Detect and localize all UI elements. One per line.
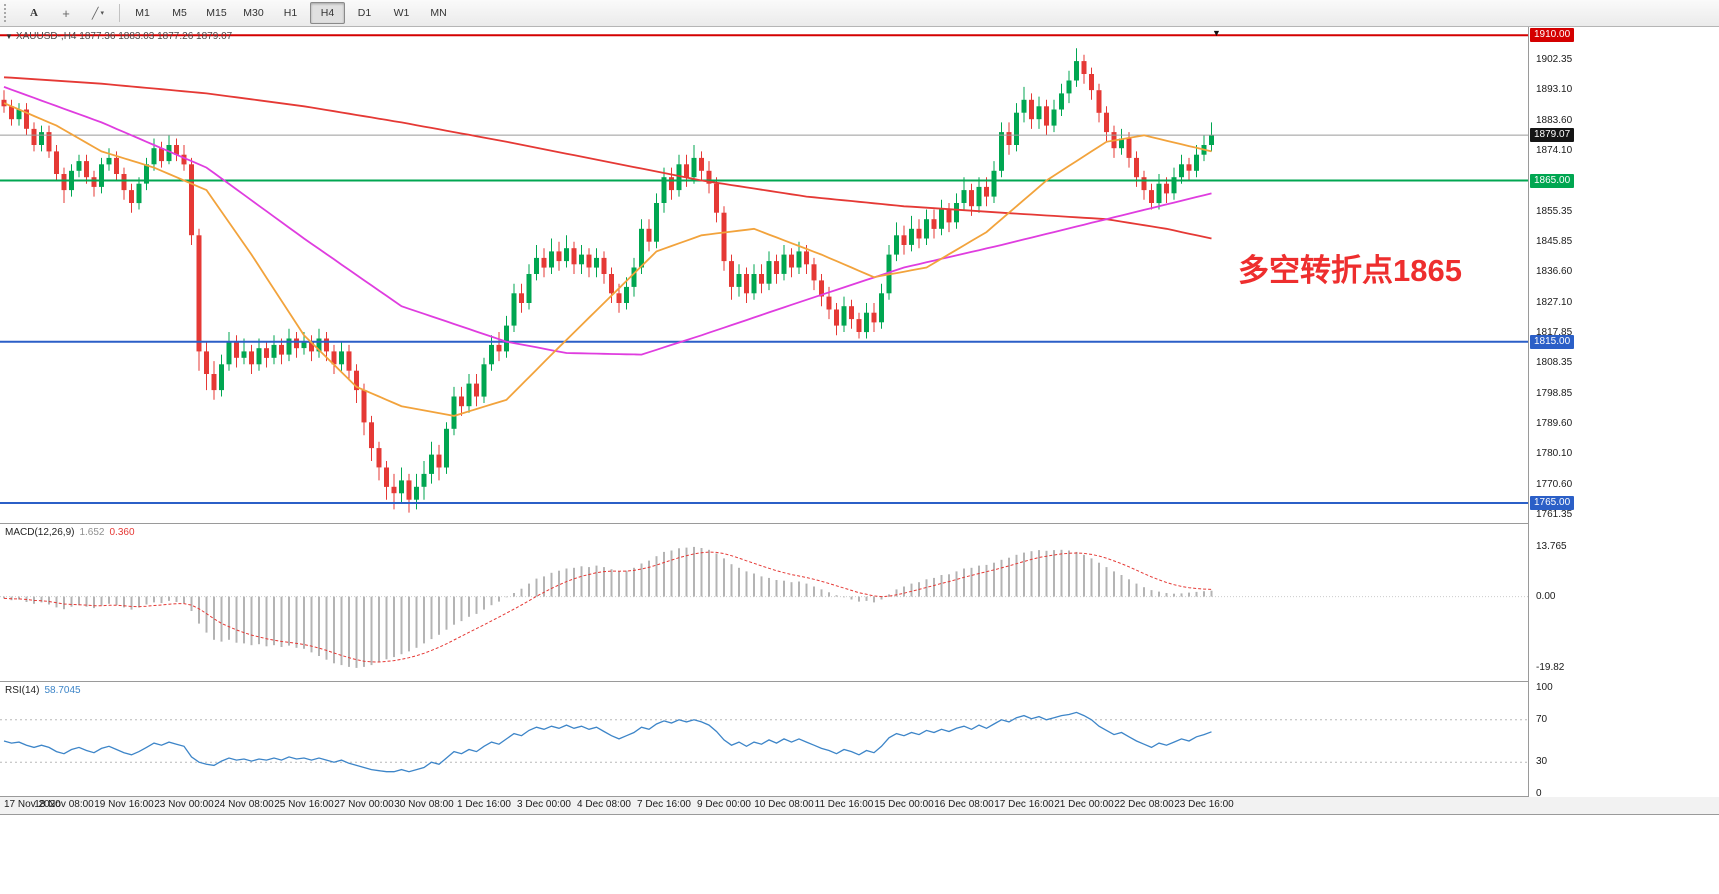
- panel-separator[interactable]: [0, 523, 1719, 524]
- rsi-axis-tick: 30: [1536, 756, 1548, 768]
- timeframe-mn[interactable]: MN: [430, 7, 447, 19]
- price-badge: 1910.00: [1530, 28, 1575, 43]
- rsi-line: [3, 711, 1212, 773]
- collapse-triangle-icon[interactable]: ▼: [5, 32, 13, 41]
- macd-header: MACD(12,26,9) 1.652 0.360: [5, 527, 135, 538]
- time-label: 23 Dec 16:00: [1174, 799, 1234, 810]
- time-label: 11 Dec 16:00: [814, 799, 874, 810]
- price-tick: 1789.60: [1536, 417, 1573, 429]
- time-label: 1 Dec 16:00: [457, 799, 511, 810]
- macd-axis-tick: 0.00: [1536, 590, 1556, 602]
- ma-slow: [3, 76, 1212, 240]
- time-label: 15 Dec 00:00: [874, 799, 934, 810]
- price-badge: 1879.07: [1530, 128, 1575, 143]
- chart-shift-marker-icon[interactable]: ▼: [1212, 28, 1221, 38]
- time-label: 10 Dec 08:00: [754, 799, 814, 810]
- price-tick: 1836.60: [1536, 266, 1573, 277]
- time-label: 22 Dec 08:00: [1114, 799, 1174, 810]
- panel-separator: [0, 814, 1719, 815]
- timeframe-m1[interactable]: M1: [135, 7, 150, 19]
- toolbar: A + ╱ ▾ M1 M5 M15 M30 H1 H4 D1 W1 MN: [0, 0, 1719, 27]
- timeframe-m30[interactable]: M30: [243, 7, 264, 19]
- time-label: 17 Dec 16:00: [994, 799, 1054, 810]
- macd-signal-value: 0.360: [109, 527, 135, 538]
- panel-separator[interactable]: [0, 681, 1719, 682]
- time-label: 7 Dec 16:00: [637, 799, 691, 810]
- chart-annotation-text[interactable]: 多空转折点1865: [1238, 253, 1462, 288]
- price-axis[interactable]: 1902.35 1893.10 1883.60 1874.10 1855.35 1845.…: [1528, 27, 1719, 799]
- price-tick: 1883.60: [1536, 114, 1573, 126]
- price-tick: 1761.35: [1536, 508, 1573, 520]
- panel-separator: [0, 796, 1719, 797]
- timeframe-h1[interactable]: H1: [283, 7, 298, 19]
- time-label: 17 Nov 2020: [4, 799, 61, 810]
- rsi-axis-tick: 100: [1536, 682, 1553, 693]
- macd-chart[interactable]: [0, 524, 1528, 682]
- time-label: 24 Nov 08:00: [214, 799, 274, 810]
- time-label: 3 Dec 00:00: [517, 799, 571, 810]
- price-tick: 1845.85: [1536, 236, 1573, 248]
- rsi-header: RSI(14) 58.7045: [5, 685, 81, 696]
- main-chart[interactable]: [0, 27, 1528, 524]
- time-label: 21 Dec 00:00: [1054, 799, 1114, 810]
- rsi-value: 58.7045: [44, 685, 81, 696]
- price-badge: 1765.00: [1530, 496, 1575, 510]
- trendline-icon: ╱: [91, 7, 99, 20]
- toolbar-separator: [119, 4, 120, 22]
- chart-title: ▼ XAUUSD-,H4 1877.36 1883.03 1877.26 1879…: [5, 31, 233, 42]
- macd-axis-tick: -19.82: [1536, 662, 1565, 673]
- price-tick: 1827.10: [1536, 296, 1573, 308]
- timeframe-w1[interactable]: W1: [393, 7, 410, 19]
- objects-dropdown-button[interactable]: ╱ ▾: [82, 2, 114, 24]
- macd-main-value: 1.652: [79, 527, 105, 538]
- time-axis[interactable]: 17 Nov 2020 18 Nov 08:00 19 Nov 16:00 23 No…: [0, 797, 1719, 814]
- timeframe-group: M1 M5 M15 M30 H1 H4 D1 W1 MN: [125, 2, 456, 24]
- price-tick: 1902.35: [1536, 54, 1573, 65]
- macd-axis-tick: 13.765: [1536, 541, 1567, 552]
- price-tick: 1817.85: [1536, 326, 1573, 338]
- time-label: 4 Dec 08:00: [577, 799, 631, 810]
- ma-fast: [3, 102, 1212, 417]
- rsi-axis-tick: 70: [1536, 713, 1548, 725]
- time-label: 25 Nov 16:00: [274, 799, 334, 810]
- price-tick: 1770.60: [1536, 478, 1573, 490]
- rsi-chart[interactable]: [0, 682, 1528, 797]
- price-tick: 1798.85: [1536, 387, 1573, 399]
- timeframe-m15[interactable]: M15: [206, 7, 227, 19]
- timeframe-h4[interactable]: H4: [310, 2, 345, 24]
- time-label: 16 Dec 08:00: [934, 799, 994, 810]
- timeframe-d1[interactable]: D1: [357, 7, 372, 19]
- price-tick: 1874.10: [1536, 145, 1573, 157]
- price-tick: 1893.10: [1536, 83, 1573, 95]
- ma-mid: [3, 86, 1212, 356]
- price-badge: 1865.00: [1530, 173, 1575, 188]
- price-tick: 1780.10: [1536, 448, 1573, 460]
- rsi-axis-tick: 0: [1536, 788, 1542, 799]
- toolbar-drag-handle-icon[interactable]: [4, 4, 14, 22]
- timeframe-m5[interactable]: M5: [172, 7, 187, 19]
- time-label: 23 Nov 00:00: [154, 799, 214, 810]
- price-badge: 1815.00: [1530, 334, 1575, 349]
- price-tick: 1855.35: [1536, 205, 1573, 217]
- chevron-down-icon: ▾: [100, 10, 105, 17]
- time-label: 30 Nov 08:00: [394, 799, 454, 810]
- price-tick: 1808.35: [1536, 357, 1573, 369]
- bottom-space: [0, 815, 1719, 894]
- macd-signal-line: [3, 551, 1212, 663]
- crosshair-tool-button[interactable]: +: [62, 5, 70, 21]
- time-label: 9 Dec 00:00: [697, 799, 751, 810]
- text-tool-button[interactable]: A: [30, 7, 38, 19]
- time-label: 27 Nov 00:00: [334, 799, 394, 810]
- time-label: 18 Nov 08:00: [34, 799, 94, 810]
- time-label: 19 Nov 16:00: [94, 799, 154, 810]
